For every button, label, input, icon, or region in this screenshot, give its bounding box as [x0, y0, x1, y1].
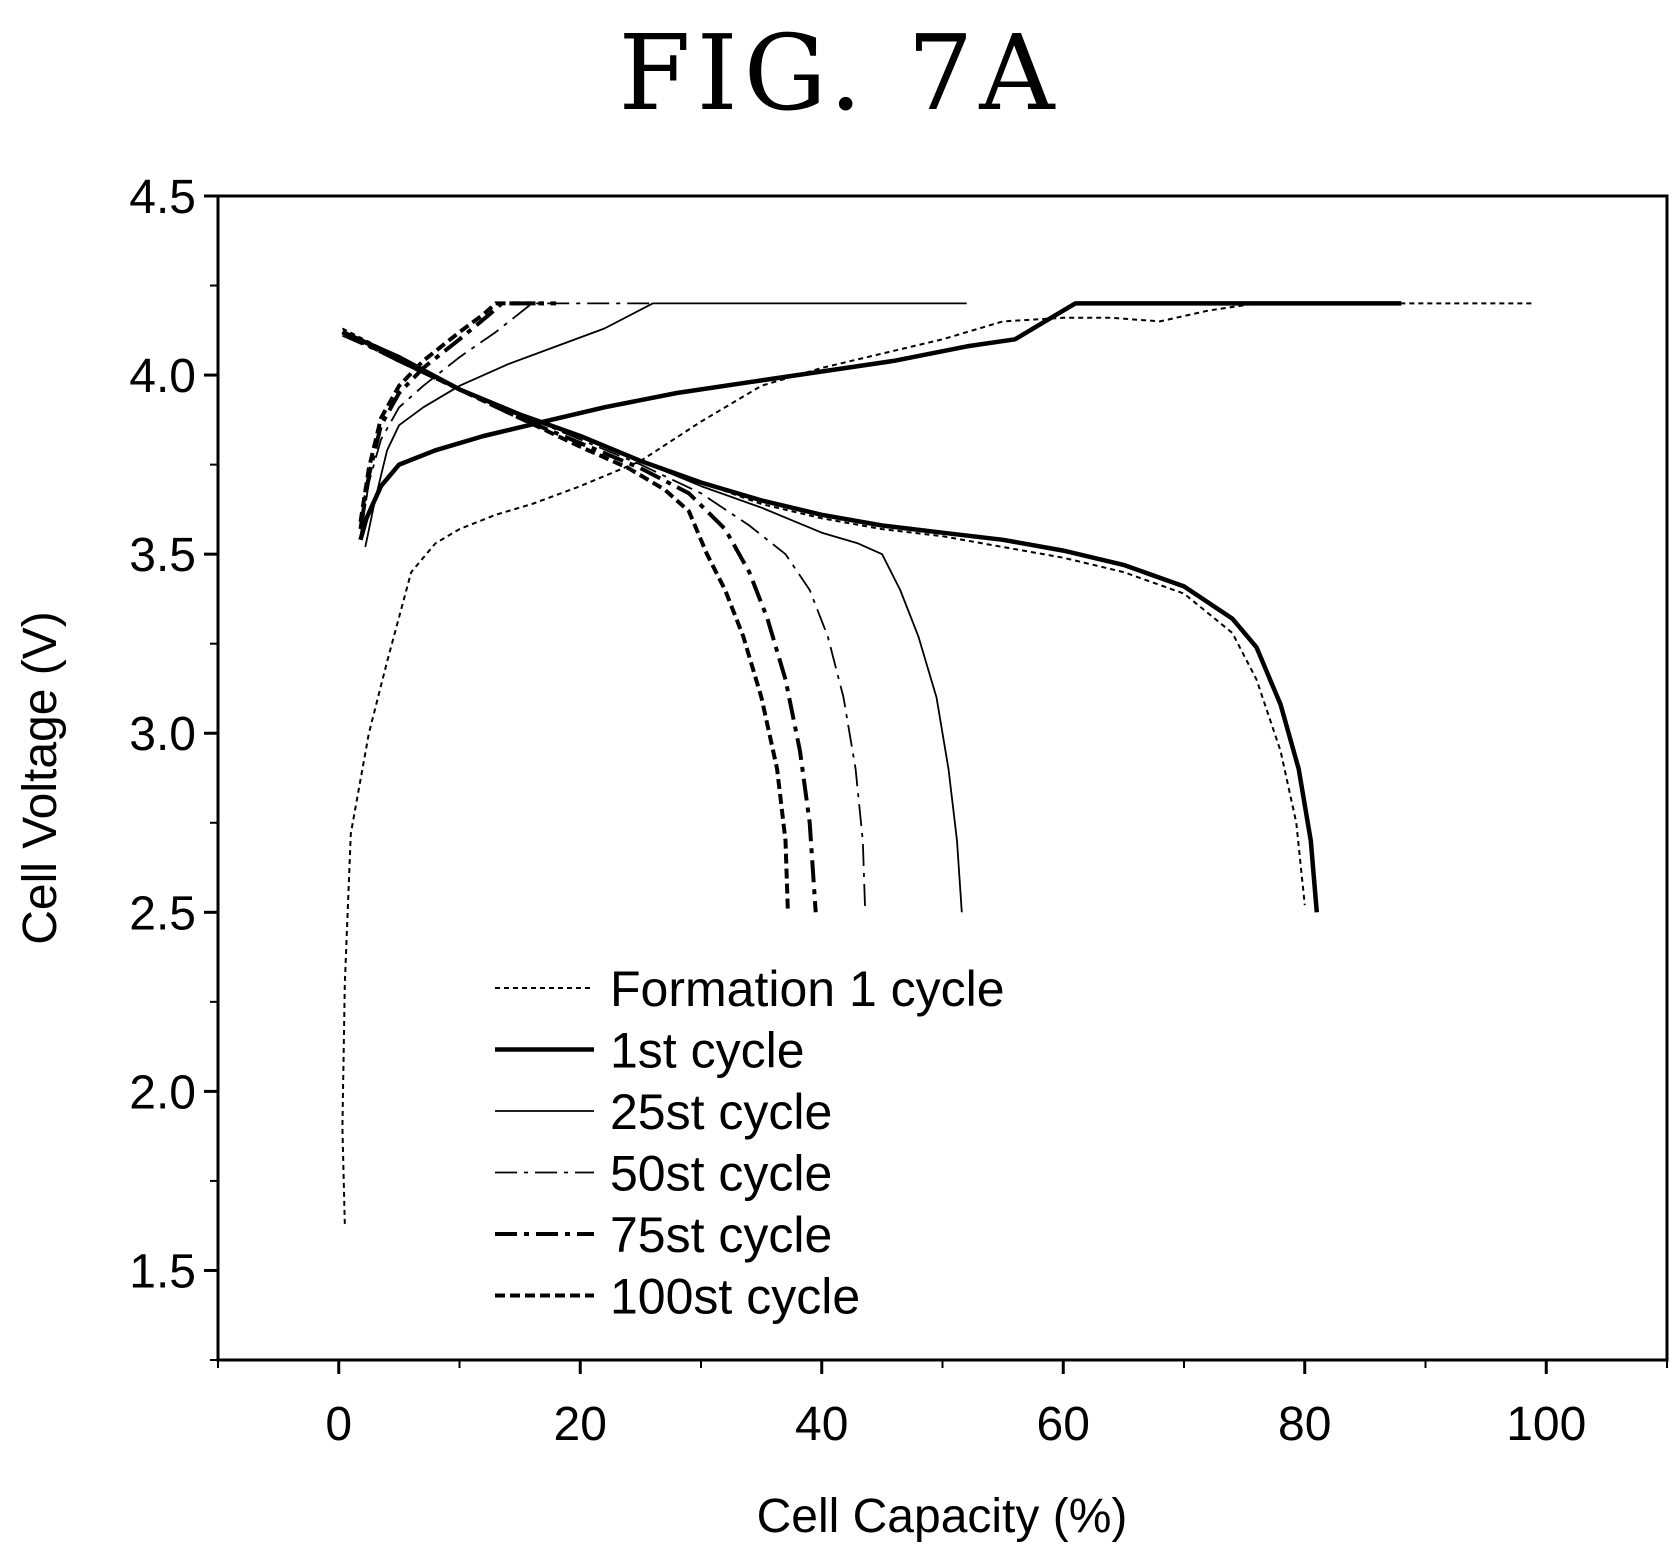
- chart-curves: [341, 301, 1535, 1224]
- x-tick-label: 40: [795, 1398, 848, 1451]
- legend-label: 1st cycle: [610, 1023, 805, 1079]
- series-line-4-discharge: [342, 334, 867, 913]
- y-tick-label: 3.0: [129, 708, 196, 761]
- y-tick-label: 4.0: [129, 350, 196, 403]
- series-line-6-discharge: [341, 330, 790, 913]
- plot-frame: [216, 194, 1669, 1362]
- y-axis-label: Cell Voltage (V): [14, 611, 67, 945]
- y-tick-label: 1.5: [129, 1245, 196, 1298]
- x-tick-label: 60: [1037, 1398, 1090, 1451]
- x-tick-label: 0: [325, 1398, 352, 1451]
- series-line-1-discharge: [341, 327, 1306, 906]
- y-tick-label: 3.5: [129, 529, 196, 582]
- series-line-2-charge: [358, 301, 1402, 541]
- x-tick-label: 80: [1278, 1398, 1331, 1451]
- y-tick-label: 4.5: [129, 171, 196, 224]
- x-tick-label: 100: [1506, 1398, 1586, 1451]
- series-line-3-charge: [364, 302, 967, 548]
- x-axis-label: Cell Capacity (%): [757, 1490, 1128, 1543]
- series-line-4-charge: [359, 302, 653, 537]
- series-line-3-discharge: [341, 331, 963, 913]
- legend-label: 25st cycle: [610, 1084, 832, 1140]
- legend-label: 100st cycle: [610, 1269, 860, 1325]
- series-line-6-charge: [358, 301, 544, 523]
- legend-label: Formation 1 cycle: [610, 961, 1005, 1017]
- series-line-1-charge: [341, 302, 1535, 1224]
- y-tick-label: 2.0: [129, 1066, 196, 1119]
- y-tick-label: 2.5: [129, 887, 196, 940]
- series-line-2-discharge: [341, 330, 1320, 913]
- legend-label: 75st cycle: [610, 1207, 832, 1263]
- figure-title: FIG. 7A: [618, 12, 1061, 134]
- series-line-5-discharge: [341, 330, 818, 913]
- x-tick-label: 20: [554, 1398, 607, 1451]
- axis-ticks: 0 20 40 60 80 100 1.5 2.0 2.5 3.0 3.5 4.0 4.5: [129, 171, 1668, 1451]
- legend-label: 50st cycle: [610, 1146, 832, 1202]
